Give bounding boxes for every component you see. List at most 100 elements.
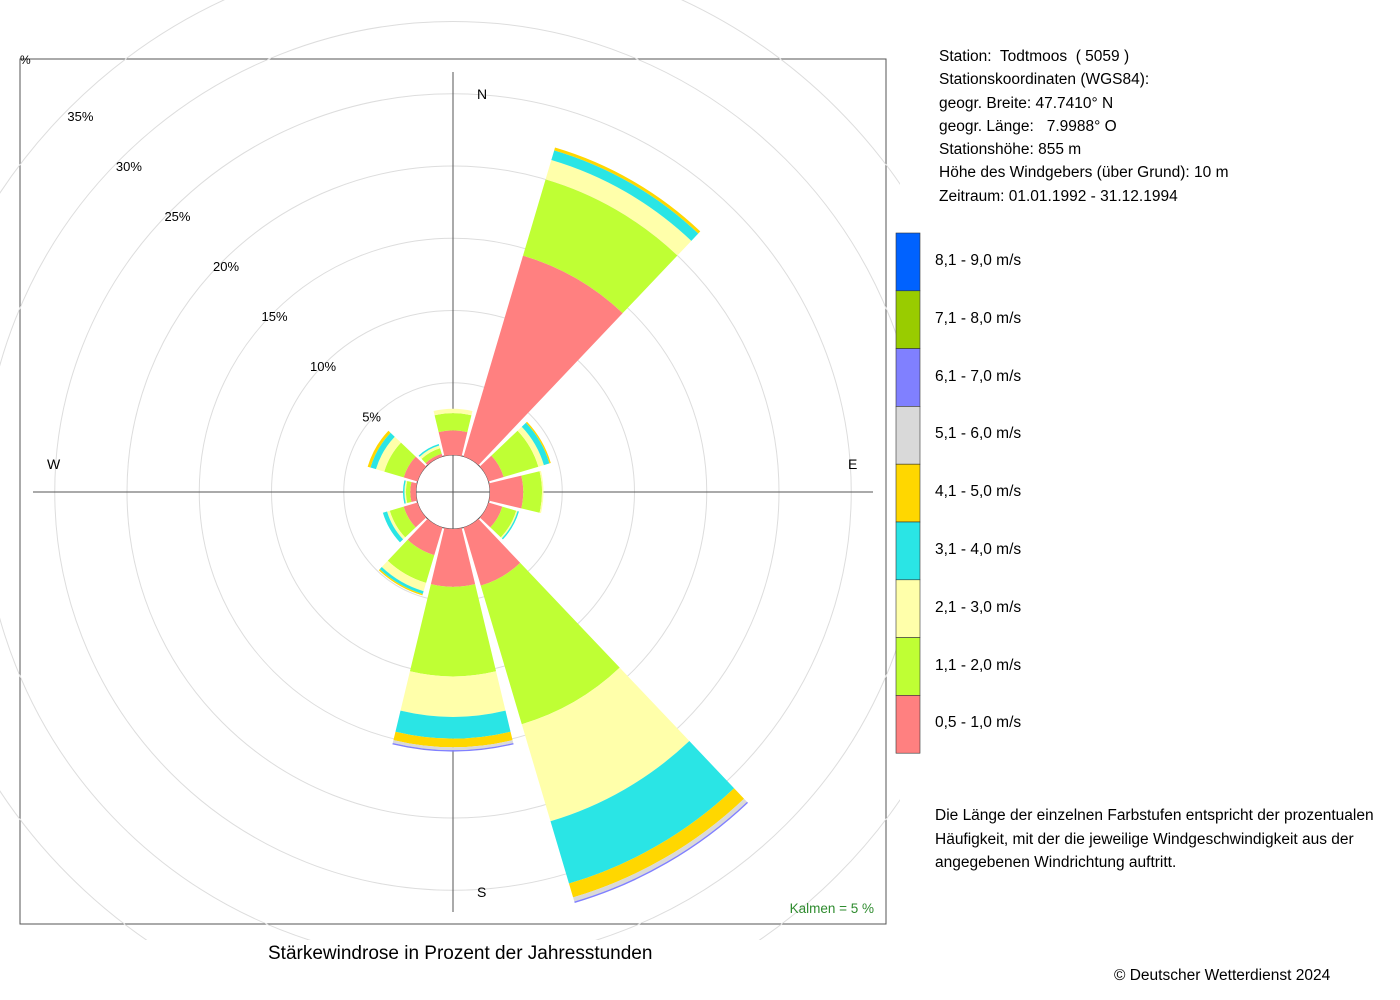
petal-segment bbox=[463, 518, 521, 586]
petal-segment bbox=[491, 430, 539, 477]
legend-label: 5,1 - 6,0 m/s bbox=[935, 425, 1022, 443]
petal-segment bbox=[389, 506, 416, 538]
petal-segment bbox=[490, 506, 517, 538]
petal-segment bbox=[480, 562, 620, 725]
legend-label: 0,5 - 1,0 m/s bbox=[935, 714, 1022, 732]
petal-segment bbox=[521, 667, 690, 822]
ring-label: 20% bbox=[213, 259, 239, 274]
grid-ring-30 bbox=[0, 21, 900, 940]
petal-segment bbox=[400, 671, 506, 717]
petal-segment bbox=[403, 456, 427, 482]
petal-segment bbox=[550, 741, 735, 884]
legend-swatch bbox=[895, 348, 921, 407]
petal-segment bbox=[479, 455, 504, 482]
petal-segment bbox=[545, 160, 692, 256]
wind-rose-chart: 5% 10% 15% 20% 25% 30% 35% % N E S W Kalmen = … bbox=[0, 0, 900, 940]
legend-label: 4,1 - 5,0 m/s bbox=[935, 483, 1022, 501]
petal-segment bbox=[438, 430, 468, 457]
ring-label: 35% bbox=[67, 109, 93, 124]
petal-segment bbox=[367, 430, 391, 468]
petal-segment bbox=[384, 442, 416, 478]
legend-swatch bbox=[895, 232, 921, 292]
petal-segment bbox=[500, 510, 518, 539]
petal-segment bbox=[381, 560, 427, 592]
legend-label: 1,1 - 2,0 m/s bbox=[935, 656, 1022, 674]
copyright: © Deutscher Wetterdienst 2024 bbox=[1114, 967, 1331, 984]
sensor-height: Höhe des Windgebers (über Grund): 10 m bbox=[939, 164, 1229, 182]
legend-label: 7,1 - 8,0 m/s bbox=[935, 309, 1022, 327]
calm-label: Kalmen = 5 % bbox=[790, 901, 874, 916]
unit-label: % bbox=[20, 53, 31, 67]
period: Zeitraum: 01.01.1992 - 31.12.1994 bbox=[939, 187, 1178, 205]
petal-segment bbox=[379, 567, 424, 594]
legend-label: 8,1 - 9,0 m/s bbox=[935, 251, 1022, 269]
legend-swatch bbox=[895, 521, 921, 581]
petal-segment bbox=[370, 432, 395, 470]
legend-swatch bbox=[895, 290, 921, 349]
axes bbox=[33, 72, 873, 912]
latitude: geogr. Breite: 47.7410° N bbox=[939, 94, 1114, 112]
petal-segment bbox=[387, 510, 406, 540]
legend-label: 3,1 - 4,0 m/s bbox=[935, 540, 1022, 558]
petal-segment bbox=[392, 742, 514, 752]
legend-colorbar bbox=[895, 232, 921, 754]
compass-east: E bbox=[848, 456, 857, 472]
legend-label: 6,1 - 7,0 m/s bbox=[935, 367, 1022, 385]
chart-title: Stärkewindrose in Prozent der Jahresstun… bbox=[268, 943, 653, 964]
petal-segment bbox=[404, 480, 408, 504]
petal-segment bbox=[419, 445, 441, 459]
legend-swatch bbox=[895, 637, 921, 696]
petal-segment bbox=[517, 426, 544, 467]
petal-segment bbox=[387, 539, 435, 583]
petal-segment bbox=[523, 179, 678, 314]
petal-segment bbox=[405, 481, 412, 503]
ring-label: 25% bbox=[164, 209, 190, 224]
legend-label: 2,1 - 3,0 m/s bbox=[935, 598, 1022, 616]
petal-segment bbox=[488, 475, 524, 509]
legend-swatch bbox=[895, 463, 921, 523]
petal-segment bbox=[407, 518, 443, 556]
petal-segment bbox=[392, 740, 514, 751]
legend-swatch bbox=[895, 406, 921, 465]
coords-title: Stationskoordinaten (WGS84): bbox=[939, 71, 1150, 89]
explanation-note: Die Länge der einzelnen Farbstufen entsp… bbox=[935, 807, 1374, 871]
petal-segment bbox=[395, 710, 511, 739]
legend-swatch bbox=[895, 579, 921, 638]
longitude: geogr. Länge: 7.9988° O bbox=[939, 117, 1117, 135]
ring-label: 10% bbox=[310, 359, 336, 374]
petal-segment bbox=[463, 255, 623, 466]
petal-segment bbox=[421, 448, 442, 464]
petal-segment bbox=[434, 413, 472, 433]
ring-labels: 5% 10% 15% 20% 25% 30% 35% bbox=[67, 109, 381, 424]
petal-segment bbox=[409, 584, 497, 677]
ring-label: 30% bbox=[116, 159, 142, 174]
station-name: Station: Todtmoos ( 5059 ) bbox=[939, 48, 1130, 65]
petal-segment bbox=[430, 527, 476, 587]
petal-segment bbox=[425, 453, 443, 466]
petal-segment bbox=[402, 480, 406, 504]
petal-segment bbox=[501, 511, 519, 540]
petal-segment bbox=[403, 502, 427, 528]
petal-segment bbox=[393, 731, 513, 748]
petal-segment bbox=[521, 471, 543, 513]
ring-label: 15% bbox=[262, 309, 288, 324]
station-info: Station: Todtmoos ( 5059 ) Stationskoord… bbox=[939, 45, 1228, 208]
legend-swatch bbox=[895, 695, 921, 754]
compass-west: W bbox=[47, 456, 61, 472]
wind-petals bbox=[367, 147, 749, 903]
petal-segment bbox=[375, 436, 402, 472]
petal-segment bbox=[479, 502, 503, 528]
compass-south: S bbox=[477, 884, 486, 900]
petal-segment bbox=[382, 511, 404, 543]
petal-segment bbox=[378, 569, 423, 596]
petal-segment bbox=[568, 788, 745, 898]
petal-segment bbox=[521, 422, 550, 466]
petal-segment bbox=[418, 444, 440, 457]
petal-segment bbox=[410, 482, 418, 502]
ring-label: 5% bbox=[362, 409, 381, 424]
petal-segment bbox=[433, 408, 473, 416]
station-height: Stationshöhe: 855 m bbox=[939, 141, 1082, 159]
compass-north: N bbox=[477, 86, 487, 102]
petal-segment bbox=[551, 150, 699, 241]
petal-segment bbox=[525, 421, 551, 464]
